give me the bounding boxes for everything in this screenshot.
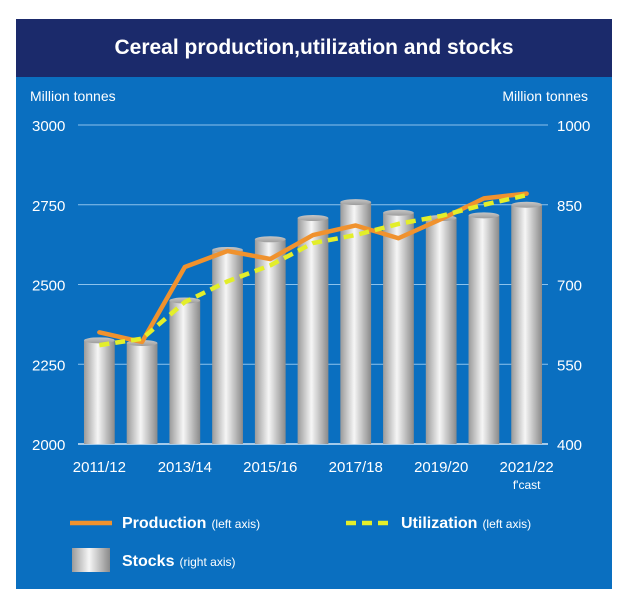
series-lines xyxy=(97,191,529,348)
legend-utilization-note: (left axis) xyxy=(482,517,531,531)
stocks-bar xyxy=(126,342,158,444)
stocks-bar-top xyxy=(511,201,543,208)
left-tick-label: 2250 xyxy=(32,357,65,374)
stocks-bar xyxy=(383,212,414,444)
right-tick-label: 1000 xyxy=(557,118,590,135)
stocks-bar xyxy=(340,202,372,444)
legend-production-label: Production (left axis) xyxy=(122,515,260,532)
left-tick-label: 2500 xyxy=(32,278,65,295)
stocks-bar-top xyxy=(83,337,115,344)
right-axis-label: Million tonnes xyxy=(502,88,588,104)
right-tick-label: 850 xyxy=(557,198,582,215)
right-tick-label: 700 xyxy=(557,278,582,295)
legend-stocks-label: Stocks (right axis) xyxy=(122,553,235,570)
left-axis-label: Million tonnes xyxy=(30,88,116,104)
left-tick-label: 2000 xyxy=(32,437,65,454)
stocks-bar xyxy=(425,218,457,444)
x-tick-label: 2011/12 xyxy=(73,459,126,476)
chart-title-bar: Cereal production,utilization and stocks xyxy=(16,19,612,77)
stocks-bar-top xyxy=(468,212,500,219)
legend-utilization-label: Utilization (left axis) xyxy=(401,515,531,532)
legend-stocks-note: (right axis) xyxy=(179,555,235,569)
stocks-bar xyxy=(511,204,543,444)
x-tick-label: 2013/14 xyxy=(158,459,212,476)
stocks-bar xyxy=(468,215,500,444)
stocks-bar xyxy=(254,239,286,444)
right-tick-label: 400 xyxy=(557,437,582,454)
chart-title: Cereal production,utilization and stocks xyxy=(114,36,514,59)
stocks-bar-top xyxy=(297,215,329,222)
x-tick-label: 2019/20 xyxy=(414,459,468,476)
stocks-bar xyxy=(83,340,115,444)
stocks-bar-top xyxy=(254,236,286,243)
stocks-bar xyxy=(169,300,201,444)
x-tick-label: 2017/18 xyxy=(329,459,383,476)
legend-stocks-swatch xyxy=(72,548,110,572)
legend-production-note: (left axis) xyxy=(211,517,260,531)
stocks-bars xyxy=(83,199,543,444)
stocks-bar-top xyxy=(340,199,372,206)
axis-ticks: Million tonnes Million tonnes 3000 2750 2500… xyxy=(30,88,590,492)
left-tick-label: 3000 xyxy=(32,118,65,135)
x-tick-label: 2021/22 xyxy=(500,459,554,476)
legend: Production (left axis) Utilization (left ax… xyxy=(70,515,531,572)
forecast-note: f'cast xyxy=(513,478,541,492)
stocks-bar-top xyxy=(383,209,414,216)
left-tick-label: 2750 xyxy=(32,198,65,215)
right-tick-label: 550 xyxy=(557,357,582,374)
stocks-bar xyxy=(297,218,329,444)
utilization-line xyxy=(99,192,528,348)
x-tick-label: 2015/16 xyxy=(243,459,297,476)
